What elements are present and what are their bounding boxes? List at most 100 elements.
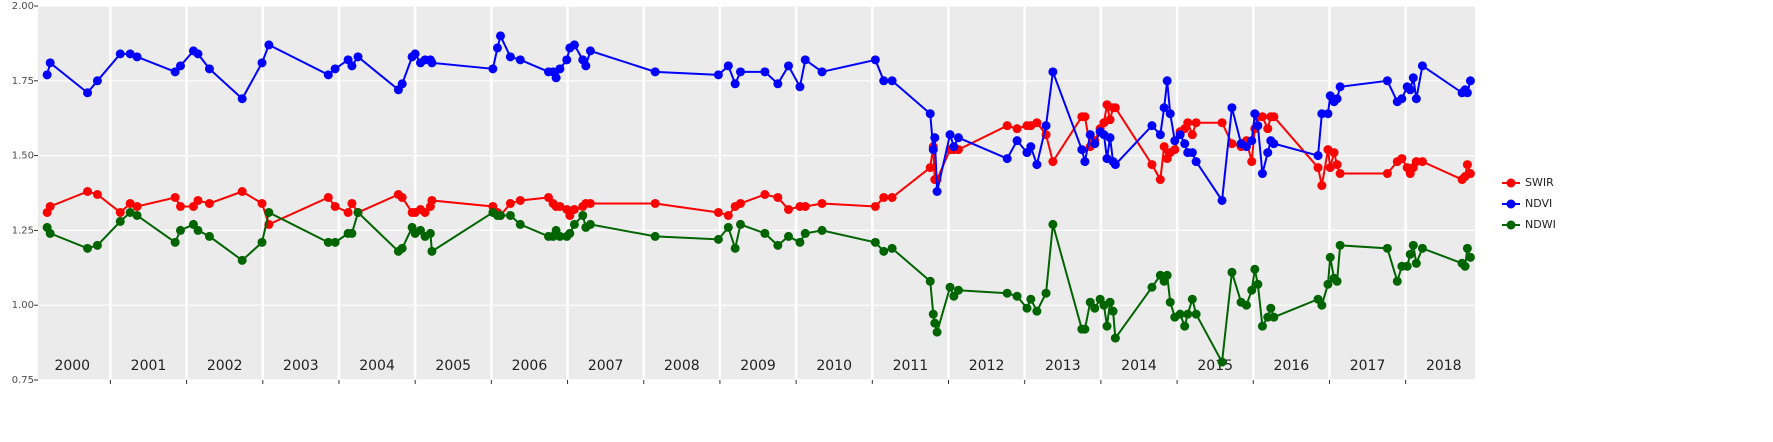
point — [1155, 130, 1165, 140]
point — [760, 228, 770, 238]
point — [784, 204, 794, 214]
point — [175, 225, 185, 235]
point — [1002, 121, 1012, 131]
point — [928, 145, 938, 155]
point — [420, 207, 430, 217]
point — [1411, 258, 1421, 268]
point — [723, 61, 733, 71]
point — [887, 76, 897, 86]
point — [1313, 163, 1323, 173]
point — [488, 64, 498, 74]
point — [1263, 148, 1273, 158]
point — [817, 67, 827, 77]
point — [132, 201, 142, 211]
point — [1460, 261, 1470, 271]
point — [1105, 297, 1115, 307]
point — [1012, 124, 1022, 134]
point — [1170, 145, 1180, 155]
point — [1048, 157, 1058, 167]
point — [1392, 276, 1402, 286]
legend-label: SWIR — [1525, 176, 1554, 189]
point — [949, 142, 959, 152]
point — [237, 255, 247, 265]
point — [1110, 103, 1120, 113]
point — [1162, 76, 1172, 86]
point — [204, 64, 214, 74]
point — [1080, 324, 1090, 334]
point — [879, 192, 889, 202]
year-label: 2009 — [740, 358, 776, 374]
point — [1405, 85, 1415, 95]
point — [800, 55, 810, 65]
point — [930, 318, 940, 328]
point — [132, 210, 142, 220]
point — [1332, 94, 1342, 104]
point — [1257, 169, 1267, 179]
point — [578, 210, 588, 220]
point — [713, 207, 723, 217]
point — [427, 58, 437, 68]
point — [773, 192, 783, 202]
point — [800, 201, 810, 211]
point — [45, 58, 55, 68]
point — [505, 198, 515, 208]
point — [1165, 109, 1175, 119]
point — [887, 192, 897, 202]
point — [1462, 243, 1472, 253]
point — [347, 228, 357, 238]
point — [555, 201, 565, 211]
point — [45, 228, 55, 238]
legend-key — [1506, 199, 1516, 209]
point — [1002, 154, 1012, 164]
point — [347, 61, 357, 71]
point — [879, 246, 889, 256]
point — [735, 67, 745, 77]
point — [515, 219, 525, 229]
point — [1417, 61, 1427, 71]
point — [879, 76, 889, 86]
point — [1165, 297, 1175, 307]
year-label: 2004 — [359, 358, 395, 374]
point — [1012, 291, 1022, 301]
point — [1041, 121, 1051, 131]
point — [1397, 154, 1407, 164]
year-label: 2001 — [131, 358, 167, 374]
point — [343, 207, 353, 217]
point — [1323, 109, 1333, 119]
point — [1085, 130, 1095, 140]
point — [1108, 306, 1118, 316]
point — [175, 201, 185, 211]
point — [773, 79, 783, 89]
point — [425, 228, 435, 238]
point — [925, 109, 935, 119]
point — [1180, 139, 1190, 149]
year-label: 2017 — [1350, 358, 1386, 374]
point — [562, 55, 572, 65]
point — [1227, 139, 1237, 149]
point — [1408, 73, 1418, 83]
point — [925, 163, 935, 173]
point — [1080, 157, 1090, 167]
y-tick-label: 1.75 — [12, 76, 34, 87]
point — [730, 243, 740, 253]
point — [410, 49, 420, 59]
point — [83, 243, 93, 253]
point — [92, 76, 102, 86]
point — [1090, 303, 1100, 313]
point — [1263, 124, 1273, 134]
point — [870, 201, 880, 211]
point — [347, 198, 357, 208]
year-label: 2006 — [512, 358, 548, 374]
point — [887, 243, 897, 253]
point — [1253, 121, 1263, 131]
point — [1105, 133, 1115, 143]
point — [1335, 240, 1345, 250]
point — [1110, 333, 1120, 343]
point — [505, 52, 515, 62]
point — [1227, 267, 1237, 277]
point — [1382, 169, 1392, 179]
point — [773, 240, 783, 250]
point — [1402, 261, 1412, 271]
point — [1147, 160, 1157, 170]
